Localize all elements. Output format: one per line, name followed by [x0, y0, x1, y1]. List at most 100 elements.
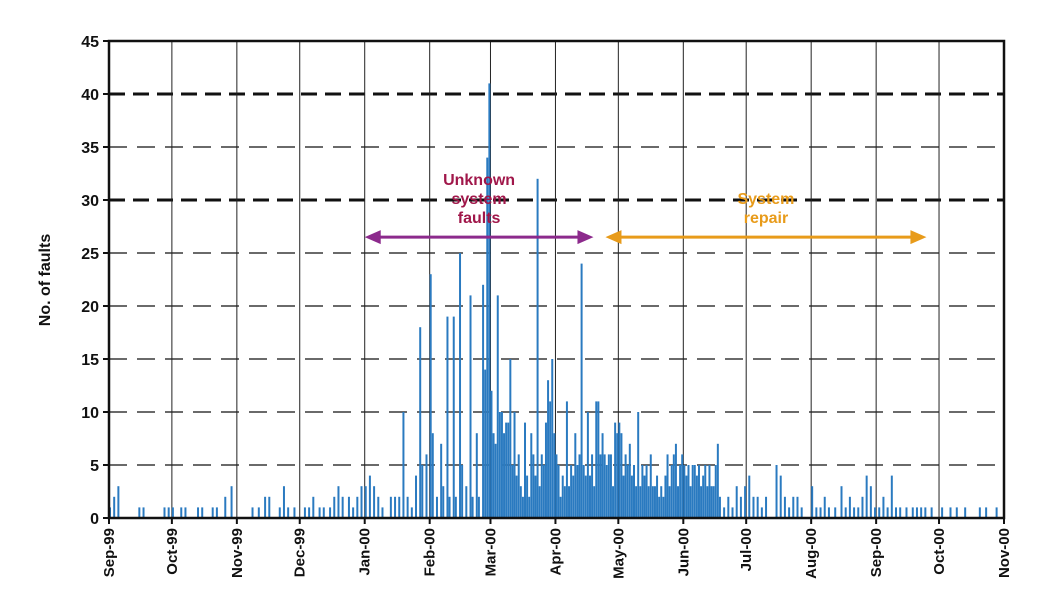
- bar: [364, 486, 367, 518]
- bar: [454, 496, 457, 518]
- bar: [142, 507, 145, 518]
- x-tick-label: Jul-00: [738, 528, 755, 571]
- bar: [465, 486, 468, 518]
- bar: [459, 253, 462, 518]
- bar: [658, 496, 661, 518]
- x-tick-label: Jan-00: [357, 528, 374, 576]
- bar: [293, 507, 296, 518]
- annotation-text: system: [452, 191, 507, 208]
- bar: [551, 359, 554, 518]
- bar: [628, 443, 631, 518]
- bar: [580, 263, 583, 518]
- bar: [878, 507, 881, 518]
- bar: [609, 454, 612, 518]
- bar: [964, 507, 967, 518]
- system-repair-annotation: System repair: [605, 191, 927, 245]
- bar: [643, 475, 646, 518]
- bar: [861, 496, 864, 518]
- bar: [620, 433, 623, 518]
- bar: [674, 443, 677, 518]
- bar: [505, 422, 508, 518]
- bar: [563, 486, 566, 518]
- bar: [415, 475, 418, 518]
- bar: [368, 475, 371, 518]
- bar: [586, 412, 589, 518]
- bar: [723, 507, 726, 518]
- bar: [482, 284, 485, 518]
- bar: [639, 486, 642, 518]
- bar: [582, 465, 585, 518]
- bar: [509, 359, 512, 518]
- bar: [695, 475, 698, 518]
- y-axis-ticks: 0 5 10 15 20 25 30 35 40 45: [81, 34, 109, 528]
- bar: [662, 496, 665, 518]
- fault-bars: [109, 83, 998, 519]
- bar: [568, 486, 571, 518]
- x-tick-label: Sep-99: [101, 528, 118, 577]
- bar: [544, 422, 547, 518]
- bar: [360, 486, 363, 518]
- bar: [163, 507, 166, 518]
- bar: [492, 433, 495, 518]
- bar: [557, 465, 560, 518]
- x-axis-ticks: Sep-99 Oct-99 Nov-99 Dec-99 Jan-00 Feb-00 Mar-…: [101, 518, 1013, 579]
- bar: [303, 507, 306, 518]
- y-tick-label: 15: [81, 352, 99, 369]
- bar: [211, 507, 214, 518]
- bar: [700, 486, 703, 518]
- bar: [442, 486, 445, 518]
- arrow-head-right: [910, 230, 927, 245]
- bar: [844, 507, 847, 518]
- bar: [647, 486, 650, 518]
- arrow-head-right: [577, 230, 594, 245]
- bar: [251, 507, 254, 518]
- bar: [268, 496, 271, 518]
- bar: [572, 475, 575, 518]
- bar: [710, 486, 713, 518]
- bar: [905, 507, 908, 518]
- bar: [978, 507, 981, 518]
- bar: [398, 496, 401, 518]
- bar: [419, 327, 422, 518]
- bar: [792, 496, 795, 518]
- bar: [924, 507, 927, 518]
- bar: [500, 412, 503, 518]
- bar: [718, 496, 721, 518]
- bar: [823, 496, 826, 518]
- bar: [377, 496, 380, 518]
- bar: [630, 475, 633, 518]
- bar: [542, 465, 545, 518]
- bar: [624, 454, 627, 518]
- bar: [452, 316, 455, 518]
- bar: [224, 496, 227, 518]
- bar: [215, 507, 218, 518]
- bar: [697, 465, 700, 518]
- bar: [389, 496, 392, 518]
- bar: [498, 412, 501, 518]
- bar: [484, 369, 487, 518]
- bar: [664, 475, 667, 518]
- bar: [511, 465, 514, 518]
- bar: [591, 454, 594, 518]
- bar: [637, 412, 640, 518]
- bar: [612, 486, 615, 518]
- bar: [840, 486, 843, 518]
- bar: [469, 295, 472, 518]
- bar: [117, 486, 120, 518]
- bar: [756, 496, 759, 518]
- bar: [679, 465, 682, 518]
- plot-frame: [107, 39, 1006, 520]
- bar: [308, 507, 311, 518]
- bar: [312, 496, 315, 518]
- grid-lines: [109, 41, 1004, 518]
- bar: [488, 83, 491, 519]
- bar: [448, 496, 451, 518]
- bar: [716, 443, 719, 518]
- bar: [985, 507, 988, 518]
- bar: [599, 454, 602, 518]
- bar: [138, 507, 141, 518]
- bar: [421, 465, 424, 518]
- bar: [731, 507, 734, 518]
- bar: [574, 433, 577, 518]
- y-tick-label: 30: [81, 193, 99, 210]
